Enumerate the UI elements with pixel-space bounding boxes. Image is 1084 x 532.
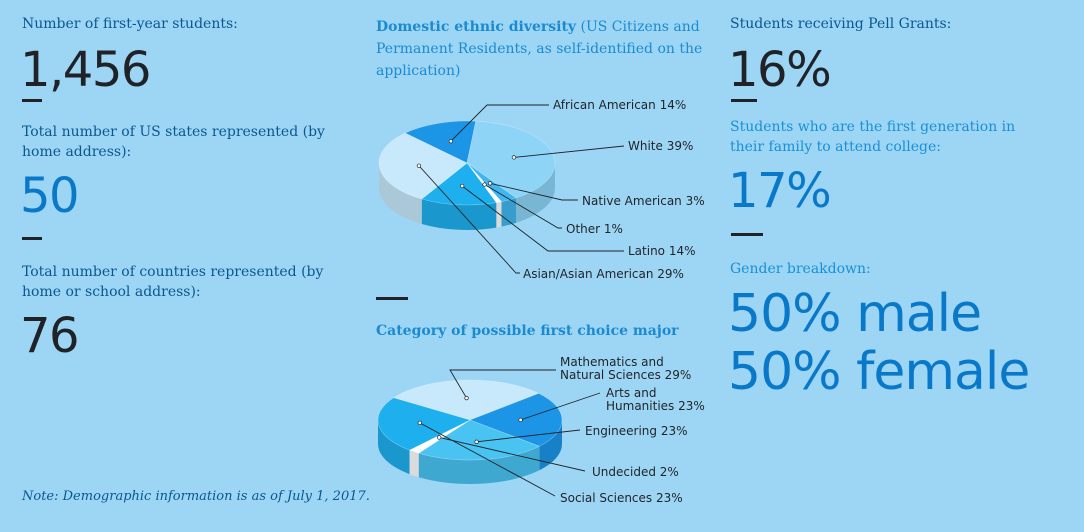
major-label-4: Social Sciences 23% <box>560 491 683 505</box>
major-side-1 <box>539 420 562 471</box>
countries-label: Total number of countries represented (b… <box>22 264 324 300</box>
ethnic-leader-5 <box>418 165 520 274</box>
major-leader-0 <box>449 369 556 399</box>
divider-states <box>22 237 42 240</box>
ethnic-side-4 <box>421 199 497 230</box>
gender-male: 50% male <box>728 284 982 344</box>
ethnic-slice-1 <box>466 120 556 199</box>
ethnic-leader-4 <box>461 185 624 252</box>
ethnic-label-1: White 39% <box>628 139 693 153</box>
chart2-title-block: Category of possible first choice major <box>376 320 679 342</box>
major-label-3: Undecided 2% <box>592 465 679 479</box>
ethnic-label-5: Asian/Asian American 29% <box>523 267 684 281</box>
major-slice-1 <box>469 393 563 447</box>
ethnic-leader-dot-1 <box>511 155 517 160</box>
ethnic-slice-5 <box>378 132 468 200</box>
major-label-0-0: Mathematics and <box>560 355 664 369</box>
ethnic-slice-4 <box>421 162 497 206</box>
ethnic-side-2 <box>501 197 517 227</box>
major-leader-3 <box>439 437 586 472</box>
major-leader-1 <box>520 392 601 421</box>
ethnic-label-0: African American 14% <box>553 98 686 112</box>
students-value: 1,456 <box>20 42 151 98</box>
major-label-2: Engineering 23% <box>585 424 688 438</box>
major-leader-dot-1 <box>518 417 523 423</box>
major-side-4 <box>378 420 410 475</box>
ethnic-leader-1 <box>513 145 625 158</box>
firstgen-value: 17% <box>728 163 832 219</box>
ethnic-leader-dot-0 <box>448 139 454 144</box>
note: Note: Demographic information is as of J… <box>22 489 370 504</box>
major-label-0-1: Natural Sciences 29% <box>560 368 691 382</box>
states-value: 50 <box>20 168 80 224</box>
divider-firstgen <box>731 233 763 236</box>
ethnic-leader-dot-3 <box>482 182 487 187</box>
chart2-title: Category of possible first choice major <box>376 323 679 339</box>
countries-value: 76 <box>20 308 80 364</box>
major-leader-dot-3 <box>437 435 442 440</box>
ethnic-leader-dot-4 <box>459 183 465 189</box>
ethnic-leader-0 <box>450 104 549 142</box>
students-label: Number of first-year students: <box>22 16 238 32</box>
divider-charts <box>376 297 408 300</box>
pell-label: Students receiving Pell Grants: <box>730 16 952 32</box>
major-slice-4 <box>377 397 471 451</box>
ethnic-leader-3 <box>484 184 562 229</box>
ethnic-side-3 <box>496 201 502 228</box>
ethnic-label-2: Native American 3% <box>582 194 705 208</box>
ethnic-leader-dot-5 <box>416 163 422 168</box>
ethnic-leader-2 <box>489 182 578 201</box>
chart1-title: Domestic ethnic diversity <box>376 19 577 35</box>
ethnic-side-5 <box>379 163 422 225</box>
ethnic-diversity-chart: African American 14% White 39% Native Amer… <box>378 98 705 281</box>
major-leader-dot-2 <box>474 439 479 444</box>
major-leader-dot-0 <box>464 395 469 401</box>
ethnic-side-1 <box>516 163 555 223</box>
ethnic-label-4: Latino 14% <box>628 244 696 258</box>
divider-pell <box>731 99 757 102</box>
ethnic-label-3: Other 1% <box>566 222 623 236</box>
major-label-1-1: Humanities 23% <box>606 399 705 413</box>
major-leader-4 <box>419 422 556 497</box>
major-leader-dot-4 <box>417 420 422 426</box>
ethnic-slice-0 <box>404 120 477 164</box>
major-side-3 <box>409 450 419 478</box>
pell-value: 16% <box>728 42 832 98</box>
major-slice-2 <box>417 419 541 461</box>
major-label-1-0: Arts and <box>606 386 657 400</box>
ethnic-leader-dot-2 <box>487 181 493 186</box>
chart1-subtitle: (US Citizens and Permanent Residents, as… <box>376 19 703 79</box>
gender-female: 50% female <box>728 342 1030 402</box>
states-label: Total number of US states represented (b… <box>22 124 325 160</box>
major-side-2 <box>418 446 540 484</box>
chart1-title-block: Domestic ethnic diversity (US Citizens a… <box>376 16 716 82</box>
major-leader-2 <box>476 429 581 443</box>
firstgen-label: Students who are the first generation in… <box>730 119 1016 155</box>
gender-label: Gender breakdown: <box>730 261 871 277</box>
divider-students <box>22 99 42 102</box>
